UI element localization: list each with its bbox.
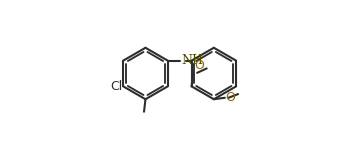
Text: Cl: Cl (110, 80, 122, 93)
Text: NH: NH (181, 54, 203, 67)
Text: O: O (225, 91, 236, 104)
Text: O: O (194, 59, 204, 72)
